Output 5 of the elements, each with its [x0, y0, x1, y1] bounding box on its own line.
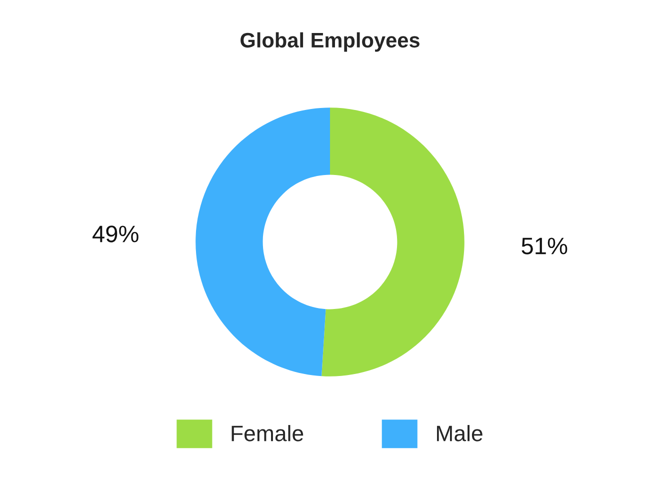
- chart-title: Global Employees: [240, 32, 420, 52]
- legend-label: Male: [437, 425, 482, 442]
- data-label: 49%: [92, 226, 138, 242]
- legend-label: Female: [232, 425, 304, 442]
- data-label: 51%: [522, 238, 568, 254]
